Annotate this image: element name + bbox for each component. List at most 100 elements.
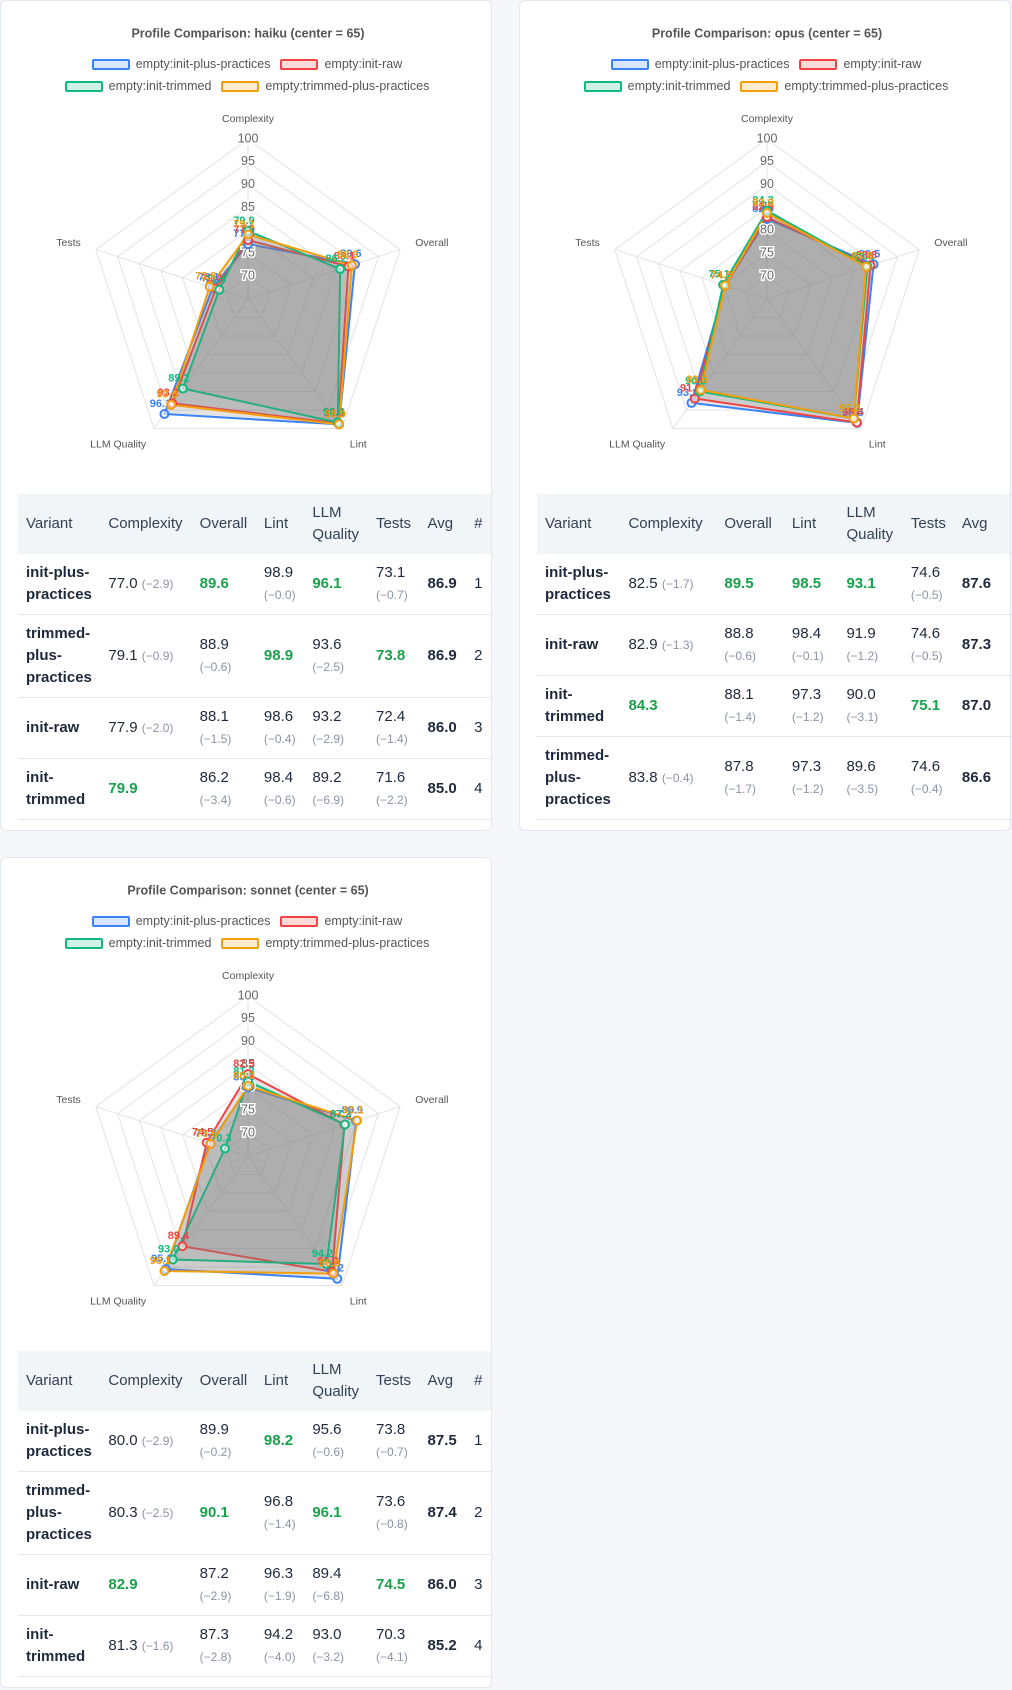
column-header: Avg <box>419 1351 467 1411</box>
column-header: LLM Quality <box>838 494 903 554</box>
table-row: init-raw 82.9 87.2 (−2.9) 96.3 (−1.9) 89.4 (… <box>18 1554 491 1616</box>
score-delta: (−1.4) <box>376 732 408 746</box>
column-header: # <box>466 1351 491 1411</box>
score-delta: (−2.5) <box>312 660 344 674</box>
score: 89.2 <box>312 769 342 786</box>
score-delta: (−1.2) <box>846 649 879 663</box>
score: 80.0 <box>108 1432 138 1449</box>
score-delta: (−1.6) <box>141 1639 174 1653</box>
score-delta: (−1.5) <box>199 732 232 746</box>
table-row: init-trimmed 79.9 86.2 (−3.4) 98.4 (−0.6) 89… <box>18 758 491 820</box>
table-body: init-plus-practices 82.5 (−1.7) 89.5 98.5 93… <box>537 554 1010 820</box>
variant-cell: init-trimmed <box>18 758 101 820</box>
score-cell: 90.1 <box>191 1471 256 1555</box>
rank-cell: 2 <box>466 1471 491 1555</box>
data-label: 89.6 <box>340 248 361 260</box>
avg-cell: 86.9 <box>419 614 467 698</box>
series-area <box>171 1080 347 1266</box>
data-label: 89.4 <box>168 1230 190 1242</box>
avg-cell: 85.2 <box>419 1615 467 1677</box>
score: 88.9 <box>199 636 229 653</box>
data-point <box>352 1115 363 1126</box>
axis-label: LLM Quality <box>609 438 666 450</box>
radar-chart: Profile Comparison: opus (center = 65) Co… <box>575 26 967 450</box>
score: 74.6 <box>910 625 941 642</box>
score-cell: 73.1 (−0.7) <box>368 554 420 615</box>
legend-item: empty:init-trimmed <box>64 79 211 93</box>
legend-label: empty:init-raw <box>843 57 922 71</box>
data-label: 73.8 <box>195 1127 216 1139</box>
best-score: 90.1 <box>199 1504 229 1521</box>
r-tick-label: 95 <box>241 154 255 168</box>
data-label: 90.1 <box>342 1104 363 1116</box>
data-point <box>243 229 253 240</box>
rank-cell: 1 <box>466 1411 491 1472</box>
score-cell: 80.0 (−2.9) <box>100 1411 192 1472</box>
data-label: 98.6 <box>324 407 345 419</box>
data-label: 96.8 <box>319 1258 340 1270</box>
score-delta: (−0.6) <box>312 1445 344 1459</box>
table-row: init-plus-practices 77.0 (−2.9) 89.6 98.9 (… <box>18 554 491 615</box>
score-delta: (−0.1) <box>791 649 824 663</box>
data-point <box>762 208 772 219</box>
score-cell: 96.1 <box>304 554 369 615</box>
column-header: LLM Quality <box>304 1351 369 1411</box>
data-label: 73.1 <box>198 271 219 283</box>
score: 86.2 <box>199 769 229 786</box>
axis-label: LLM Quality <box>90 1295 147 1307</box>
variant-cell: init-plus-practices <box>18 554 101 615</box>
avg-cell: 86.6 <box>953 736 1010 820</box>
legend-swatch <box>799 58 838 70</box>
legend-item: empty:init-trimmed <box>583 79 730 93</box>
score-cell: 93.2 (−2.9) <box>304 697 369 759</box>
best-score: 98.2 <box>263 1432 294 1449</box>
axis-label: Lint <box>869 438 886 450</box>
variant-cell: init-raw <box>18 697 101 759</box>
score: 87.8 <box>724 758 754 775</box>
score-cell: 93.1 <box>838 554 903 615</box>
legend-item: empty:init-plus-practices <box>610 57 790 71</box>
legend-swatch <box>221 937 260 949</box>
spoke <box>766 249 920 300</box>
data-point <box>205 1138 216 1149</box>
data-point <box>689 393 700 404</box>
score-delta: (−1.2) <box>791 710 824 724</box>
score-delta: (−0.5) <box>910 588 943 602</box>
r-tick-label: 70 <box>241 1125 255 1139</box>
chart-title: Profile Comparison: sonnet (center = 65) <box>127 883 368 897</box>
score: 98.9 <box>263 564 294 581</box>
avg-cell: 86.9 <box>419 554 467 615</box>
score: 88.8 <box>724 625 754 642</box>
score-cell: 82.9 (−1.3) <box>620 614 717 676</box>
score: 98.4 <box>263 769 294 786</box>
score-cell: 70.3 (−4.1) <box>368 1615 420 1677</box>
legend-swatch <box>280 58 319 70</box>
data-label: 74.6 <box>711 269 732 281</box>
column-header: Avg <box>953 494 1010 554</box>
axis-label: Tests <box>56 1094 81 1106</box>
legend-swatch <box>583 80 622 92</box>
score-cell: 74.5 <box>368 1554 420 1616</box>
data-label: 86.2 <box>325 253 346 265</box>
profile-panel: Profile Comparison: opus (center = 65) Co… <box>519 0 1011 831</box>
score: 72.4 <box>376 708 406 725</box>
table-row: trimmed-plus-practices 79.1 (−0.9) 88.9 (−… <box>18 614 491 698</box>
score-cell: 89.6 (−3.5) <box>838 736 903 820</box>
grid-ring <box>138 184 358 392</box>
legend-label: empty:init-trimmed <box>108 936 212 950</box>
data-point <box>177 1241 188 1252</box>
score-cell: 89.6 <box>191 554 256 615</box>
variant-cell: trimmed-plus-practices <box>18 614 101 698</box>
series-area <box>699 211 868 420</box>
column-header: Overall <box>191 1351 256 1411</box>
score: 77.9 <box>108 719 138 736</box>
score: 77.0 <box>108 575 138 592</box>
grid-ring <box>203 252 293 337</box>
score-cell: 96.1 <box>304 1471 369 1555</box>
legend-label: empty:init-plus-practices <box>654 57 790 71</box>
data-label: 82.9 <box>233 1058 254 1070</box>
score-cell: 98.2 <box>255 1411 305 1472</box>
legend-label: empty:init-raw <box>324 57 403 71</box>
axis-label: Overall <box>415 1094 448 1106</box>
chart-title: Profile Comparison: haiku (center = 65) <box>131 26 364 40</box>
